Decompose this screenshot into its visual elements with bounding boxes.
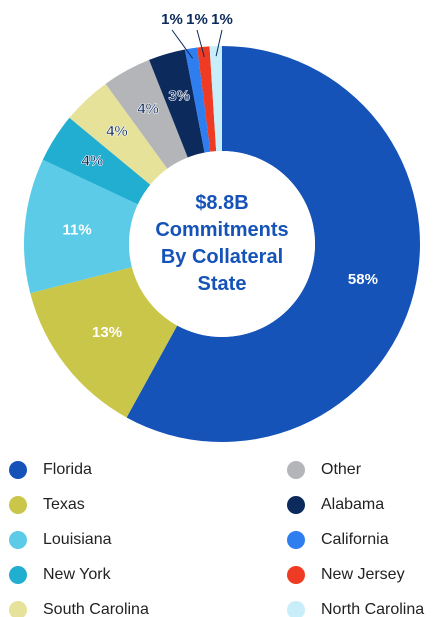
center-hole <box>129 151 315 337</box>
slice <box>184 47 211 153</box>
value-label: 13% <box>92 324 122 341</box>
leader-line <box>196 29 205 57</box>
value-label: 4% <box>137 100 159 117</box>
legend-swatch <box>9 566 27 584</box>
legend-label: New Jersey <box>321 566 405 583</box>
value-label: 11% <box>63 221 92 238</box>
legend-label: California <box>321 531 389 548</box>
legend-swatch <box>9 601 27 617</box>
center-label: By Collateral <box>161 246 283 268</box>
legend-label: South Carolina <box>43 601 149 617</box>
legend-swatch <box>9 531 27 549</box>
legend-label: Florida <box>43 461 92 478</box>
legend-swatch <box>9 496 27 514</box>
legend-swatch <box>287 566 305 584</box>
legend-swatch <box>287 531 305 549</box>
value-label: 4% <box>106 123 128 140</box>
leader-line <box>215 29 223 57</box>
leader-line <box>171 29 193 59</box>
slice <box>197 46 217 152</box>
center-label: Commitments <box>155 219 288 241</box>
slice <box>69 83 168 185</box>
slice <box>126 46 421 442</box>
slice <box>30 267 178 418</box>
slice <box>42 117 151 205</box>
slice <box>105 59 188 169</box>
legend-label: North Carolina <box>321 601 424 617</box>
legend-swatch <box>287 601 305 617</box>
value-label: 3% <box>168 88 190 105</box>
legend-swatch <box>287 496 305 514</box>
value-label: 1% <box>161 11 183 28</box>
legend-label: Texas <box>43 496 85 513</box>
legend-label: New York <box>43 566 112 583</box>
value-label: 1% <box>186 11 208 28</box>
legend-swatch <box>287 461 305 479</box>
slice <box>23 159 138 294</box>
legend-label: Louisiana <box>43 531 112 548</box>
value-label: 58% <box>348 271 378 288</box>
value-label: 1% <box>211 11 233 28</box>
legend-label: Alabama <box>321 496 384 513</box>
slice <box>209 46 222 152</box>
center-label: State <box>198 273 247 295</box>
value-label: 4% <box>82 153 104 170</box>
legend-swatch <box>9 461 27 479</box>
center-label: $8.8B <box>195 192 248 214</box>
slice <box>149 49 205 158</box>
legend-label: Other <box>321 461 362 478</box>
